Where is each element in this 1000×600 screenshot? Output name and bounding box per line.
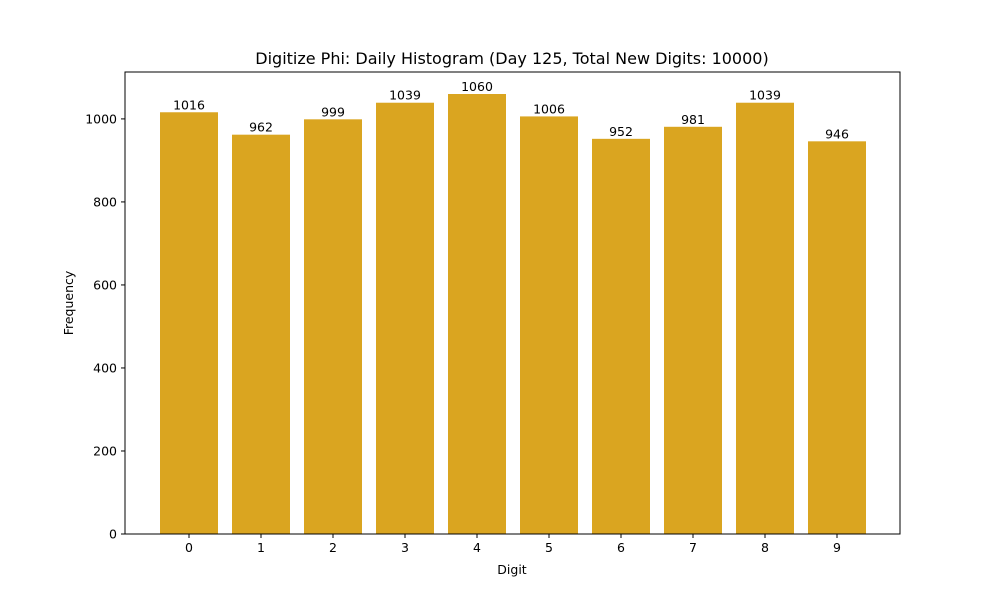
bar-value-label: 962 xyxy=(249,120,273,135)
y-tick-label: 1000 xyxy=(85,111,117,126)
y-tick-label: 0 xyxy=(109,527,117,542)
x-tick-label: 3 xyxy=(401,540,409,555)
chart-title: Digitize Phi: Daily Histogram (Day 125, … xyxy=(255,49,768,68)
y-tick-label: 800 xyxy=(93,194,117,209)
bar-value-label: 952 xyxy=(609,124,633,139)
bar-value-label: 1039 xyxy=(389,88,421,103)
bars-group: 1016 962 999 1039 1060 1006 952 981 1039 946 xyxy=(160,79,866,535)
x-tick-label: 2 xyxy=(329,540,337,555)
x-tick-label: 5 xyxy=(545,540,553,555)
x-axis-label: Digit xyxy=(497,562,527,577)
bar-digit-7 xyxy=(664,126,722,534)
bar-digit-6 xyxy=(592,138,650,534)
bar-value-label: 946 xyxy=(825,126,849,141)
x-tick-label: 1 xyxy=(257,540,265,555)
bar-digit-2 xyxy=(304,119,362,535)
bar-digit-4 xyxy=(448,94,506,534)
bar-digit-3 xyxy=(376,102,434,534)
x-axis: 0 1 2 3 4 5 6 7 8 9 xyxy=(185,534,841,555)
y-axis-label: Frequency xyxy=(61,270,76,335)
bar-value-label: 1016 xyxy=(173,97,205,112)
x-tick-label: 6 xyxy=(617,540,625,555)
y-tick-label: 400 xyxy=(93,360,117,375)
x-tick-label: 4 xyxy=(473,540,481,555)
bar-value-label: 1006 xyxy=(533,101,565,116)
y-axis: 0 200 400 600 800 1000 xyxy=(85,111,125,542)
bar-digit-5 xyxy=(520,116,578,534)
x-tick-label: 8 xyxy=(761,540,769,555)
bar-value-label: 1039 xyxy=(749,88,781,103)
bar-value-label: 1060 xyxy=(461,79,493,94)
bar-value-label: 999 xyxy=(321,104,345,119)
bar-digit-0 xyxy=(160,112,218,534)
bar-value-label: 981 xyxy=(681,112,705,127)
y-tick-label: 600 xyxy=(93,277,117,292)
plot-frame xyxy=(124,71,901,535)
x-tick-label: 9 xyxy=(833,540,841,555)
bar-digit-1 xyxy=(232,134,290,534)
x-tick-label: 0 xyxy=(185,540,193,555)
y-tick-label: 200 xyxy=(93,443,117,458)
bar-digit-9 xyxy=(808,141,866,535)
x-tick-label: 7 xyxy=(689,540,697,555)
bar-digit-8 xyxy=(736,102,794,534)
